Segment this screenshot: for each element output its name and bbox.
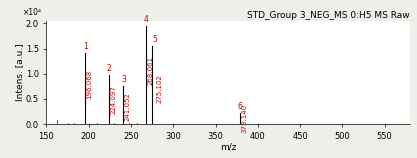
Text: 196.068: 196.068 <box>87 70 93 99</box>
Text: 1: 1 <box>83 42 88 51</box>
Text: 4: 4 <box>144 15 149 24</box>
Text: 2: 2 <box>107 64 111 73</box>
Text: STD_Group 3_NEG_MS 0:H5 MS Raw: STD_Group 3_NEG_MS 0:H5 MS Raw <box>247 11 410 20</box>
Text: 224.097: 224.097 <box>111 85 116 114</box>
Text: 6: 6 <box>238 102 243 111</box>
Text: 5: 5 <box>152 35 157 44</box>
Text: 3: 3 <box>121 75 126 84</box>
Text: 268.061: 268.061 <box>148 55 153 85</box>
X-axis label: m/z: m/z <box>220 142 236 151</box>
Text: 275.102: 275.102 <box>156 74 162 103</box>
Text: 379.140: 379.140 <box>241 104 247 133</box>
Y-axis label: Intens. [a.u.]: Intens. [a.u.] <box>15 44 24 101</box>
Text: ×10⁴: ×10⁴ <box>23 8 42 17</box>
Text: 241.052: 241.052 <box>125 92 131 121</box>
